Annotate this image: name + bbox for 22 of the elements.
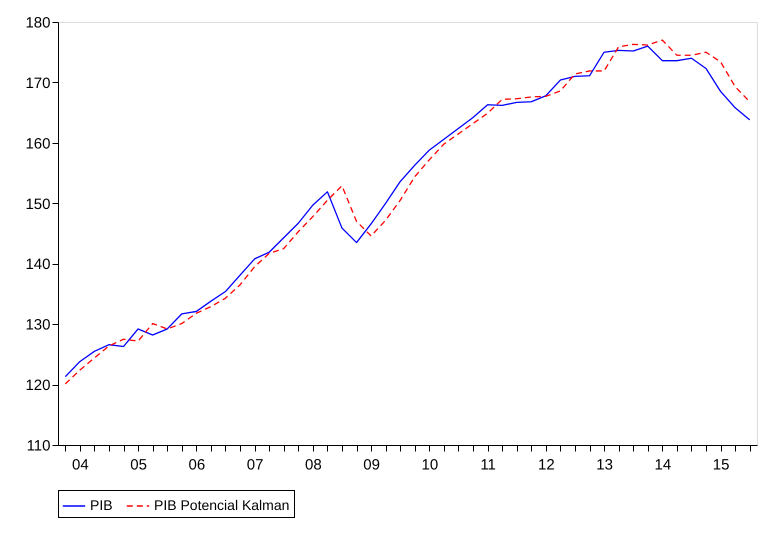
x-tick-label: 12 [538, 456, 555, 474]
x-tick-label: 15 [712, 456, 730, 474]
legend-label: PIB [90, 497, 113, 513]
y-tick-label: 170 [25, 74, 50, 92]
x-tick-label: 11 [480, 456, 496, 474]
x-tick-label: 06 [188, 456, 206, 474]
x-tick-label: 07 [246, 456, 264, 474]
legend-label: PIB Potencial Kalman [154, 497, 290, 513]
y-tick-label: 130 [25, 316, 50, 334]
x-tick-label: 09 [363, 456, 380, 474]
y-tick-label: 140 [25, 256, 50, 274]
x-tick-label: 08 [305, 456, 322, 474]
x-tick-label: 13 [596, 456, 613, 474]
y-tick-label: 150 [25, 196, 50, 213]
x-tick-label: 14 [654, 456, 672, 474]
x-tick-label: 10 [422, 456, 438, 474]
y-tick-label: 180 [25, 14, 50, 32]
y-tick-label: 160 [25, 135, 50, 152]
x-tick-label: 05 [130, 456, 147, 474]
x-tick-label: 04 [72, 456, 89, 474]
y-tick-label: 120 [25, 377, 50, 394]
y-tick-label: 110 [26, 438, 50, 454]
